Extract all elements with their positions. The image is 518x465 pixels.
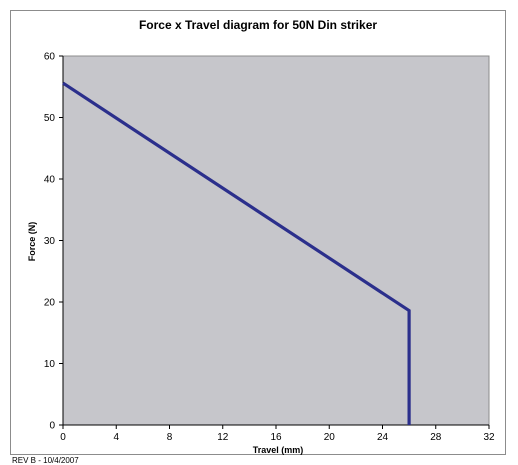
y-tick-label: 30 (44, 236, 56, 247)
y-tick-label: 40 (44, 175, 56, 186)
y-tick-label: 20 (44, 298, 56, 309)
x-tick-label: 24 (377, 432, 389, 443)
x-tick-label: 20 (324, 432, 336, 443)
x-tick-label: 12 (217, 432, 229, 443)
plot-area (62, 55, 490, 426)
x-tick-label: 16 (270, 432, 282, 443)
chart-title: Force x Travel diagram for 50N Din strik… (138, 18, 378, 32)
y-tick-label: 0 (49, 421, 55, 432)
axes (59, 55, 490, 429)
series-line (62, 81, 411, 425)
series-group (62, 81, 411, 425)
y-axis-label: Force (N) (27, 222, 37, 262)
tick-labels: 0 10 20 30 40 50 60 0 4 8 12 16 20 24 28 32 (44, 52, 495, 444)
x-tick-label: 28 (430, 432, 442, 443)
revision-footer: REV B - 10/4/2007 (12, 456, 79, 465)
x-tick-label: 0 (60, 432, 66, 443)
x-tick-label: 32 (483, 432, 495, 443)
x-tick-label: 8 (167, 432, 173, 443)
y-tick-label: 60 (44, 52, 56, 63)
y-tick-label: 50 (44, 113, 56, 124)
x-axis-label: Travel (mm) (253, 445, 304, 455)
y-tick-label: 10 (44, 359, 56, 370)
x-tick-label: 4 (113, 432, 119, 443)
